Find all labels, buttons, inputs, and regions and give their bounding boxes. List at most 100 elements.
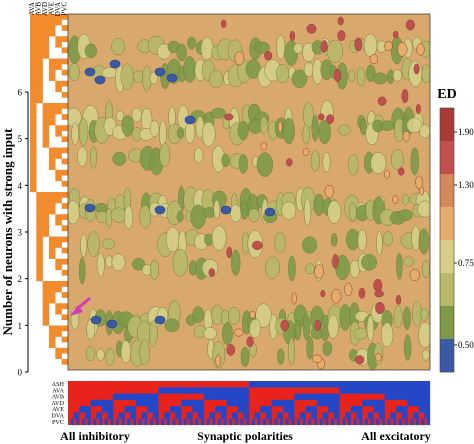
y-tick-label: 2 [18,274,23,284]
polarity-cell [155,418,159,426]
pattern-cell [61,36,69,43]
polarity-cell [118,412,122,419]
polarity-cell [407,399,411,407]
polarity-cell [325,418,329,426]
polarity-cell [373,406,377,413]
pattern-cell [36,247,43,254]
polarity-cell [90,399,94,407]
polarity-cell [308,393,312,401]
heat-low-region [90,315,102,325]
heat-contour [139,205,152,229]
heat-contour [120,340,132,364]
polarity-cell [398,381,402,388]
heat-low-region [84,67,96,77]
pattern-cell [30,141,37,148]
pattern-cell [42,297,50,304]
polarity-cell [107,399,111,407]
polarity-cell [328,399,332,407]
polarity-cell [384,387,388,394]
pattern-cell [36,80,43,87]
heat-contour [240,346,250,367]
heat-high-region [377,96,387,106]
pattern-cell [36,208,43,215]
polarity-cell [84,412,88,419]
polarity-cell [362,399,366,407]
polarity-cell [401,406,405,413]
polarity-cell [152,393,156,401]
polarity-cell [367,399,371,407]
pattern-cell [55,214,62,221]
polarity-cell [183,399,187,407]
heat-high-region [355,355,365,365]
heat-high-region [395,294,402,305]
heat-contour [348,202,357,222]
top-neuron-label: AVD [41,2,49,16]
polarity-cell [277,399,281,407]
top-neuron-label: DVA [54,2,62,16]
pattern-cell [55,303,62,310]
pattern-cell [61,247,69,254]
polarity-cell [353,418,357,426]
polarity-cell [376,381,380,388]
pattern-cell [36,203,43,209]
polarity-cell [175,412,179,419]
pattern-cell [42,125,50,132]
polarity-cell [294,381,298,388]
polarity-cell [404,406,408,413]
polarity-cell [206,393,210,401]
heat-contour [277,348,285,365]
pattern-cell [36,214,43,221]
pattern-cell [30,114,37,120]
polarity-cell [116,418,120,426]
polarity-cell [336,418,340,426]
polarity-cell [73,412,77,419]
bottom-neuron-label: PVC [52,419,64,426]
heat-contour [96,252,105,277]
bottom-neuron-label: AVE [52,406,64,413]
polarity-cell [427,418,431,426]
colorbar-segment [440,306,454,340]
polarity-cell [404,381,408,388]
heat-contour [78,257,86,285]
pattern-cell [49,208,56,215]
heat-low-region [84,203,96,213]
polarity-cell [282,399,286,407]
polarity-cell [189,418,193,426]
top-neuron-label: AVA [28,2,36,15]
heat-contour [410,147,420,176]
arrow-marker [70,296,91,316]
polarity-cell [384,381,388,388]
polarity-cell [297,418,301,426]
heat-contour [209,69,224,88]
heat-contour [149,259,160,281]
heat-contour [411,225,421,251]
pattern-cell [42,30,50,37]
polarity-cell [240,387,244,394]
polarity-cell [223,406,227,413]
polarity-cell [418,393,422,401]
colorbar-title: ED [437,87,456,102]
polarity-cell [381,381,385,388]
polarity-cell [294,393,298,401]
polarity-cell [316,381,320,388]
pattern-cell [36,219,43,226]
heat-contour [359,118,367,136]
polarity-cell [240,418,244,426]
polarity-cell [246,406,250,413]
polarity-cell [308,406,312,413]
polarity-cell [186,412,190,419]
heat-high-region [289,30,296,42]
polarity-cell [150,406,153,413]
heat-high-region [280,319,290,332]
pattern-cell [30,25,37,31]
polarity-cell [410,381,414,388]
pattern-cell [55,19,62,26]
heat-contour [68,200,80,225]
pattern-cell [36,25,43,31]
polarity-cell [215,393,219,401]
polarity-cell [110,399,114,407]
polarity-cell [232,412,236,419]
heat-contour [322,151,331,173]
pattern-cell [36,192,43,198]
pattern-cell [49,108,56,115]
